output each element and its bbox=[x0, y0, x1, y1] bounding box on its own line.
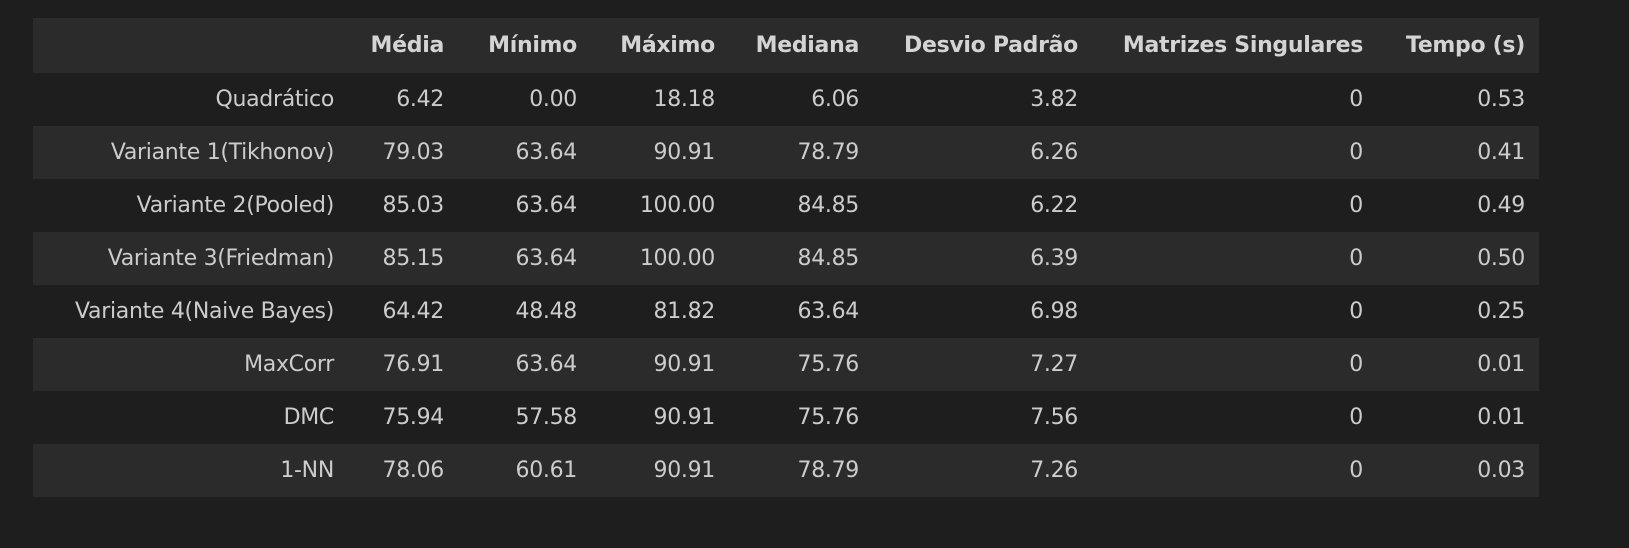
table-cell: 0.53 bbox=[1477, 87, 1525, 112]
table-row: Variante 2(Pooled) 85.03 63.64 100.00 84.85 6… bbox=[33, 179, 1539, 232]
table-cell: 0 bbox=[1349, 458, 1363, 483]
table-cell: 0.01 bbox=[1477, 352, 1525, 377]
table-row: Variante 3(Friedman) 85.15 63.64 100.00 84.8… bbox=[33, 232, 1539, 285]
column-header: Tempo (s) bbox=[1406, 33, 1525, 58]
table-cell: 63.64 bbox=[797, 299, 860, 324]
table-cell: 0.00 bbox=[529, 87, 577, 112]
table-row: Variante 1(Tikhonov) 79.03 63.64 90.91 78.79… bbox=[33, 126, 1539, 179]
table-cell: 100.00 bbox=[639, 193, 715, 218]
row-label: MaxCorr bbox=[244, 352, 334, 377]
table-cell: 78.79 bbox=[797, 140, 860, 165]
table-cell: 0.41 bbox=[1477, 140, 1525, 165]
table-row: 1-NN 78.06 60.61 90.91 78.79 7.26 0 0.03 bbox=[33, 444, 1539, 497]
table-cell: 90.91 bbox=[653, 352, 716, 377]
table-cell: 75.94 bbox=[382, 405, 445, 430]
table-cell: 0 bbox=[1349, 193, 1363, 218]
column-header: Mínimo bbox=[488, 33, 577, 58]
row-label: Variante 2(Pooled) bbox=[136, 193, 335, 218]
table-cell: 6.39 bbox=[1030, 246, 1078, 271]
row-label: Variante 1(Tikhonov) bbox=[110, 140, 334, 165]
table-cell: 6.06 bbox=[811, 87, 859, 112]
table-row: Variante 4(Naive Bayes) 64.42 48.48 81.82 63… bbox=[33, 285, 1539, 338]
column-header: Média bbox=[370, 33, 445, 58]
table-cell: 7.56 bbox=[1030, 405, 1078, 430]
table-cell: 0 bbox=[1349, 87, 1363, 112]
table-cell: 3.82 bbox=[1030, 87, 1078, 112]
column-header: Máximo bbox=[620, 33, 715, 58]
table-cell: 6.22 bbox=[1030, 193, 1078, 218]
header-row: Média Mínimo Máximo Mediana Desvio Padrão Mat… bbox=[33, 18, 1539, 73]
table-cell: 6.42 bbox=[396, 87, 444, 112]
table-cell: 76.91 bbox=[382, 352, 445, 377]
row-label: Variante 4(Naive Bayes) bbox=[74, 299, 334, 324]
table-cell: 57.58 bbox=[515, 405, 578, 430]
table-cell: 85.15 bbox=[382, 246, 445, 271]
table-cell: 0.49 bbox=[1477, 193, 1525, 218]
table-cell: 75.76 bbox=[797, 405, 860, 430]
table-cell: 63.64 bbox=[515, 140, 578, 165]
results-table: Média Mínimo Máximo Mediana Desvio Padrão Mat… bbox=[33, 18, 1539, 497]
table-cell: 18.18 bbox=[653, 87, 716, 112]
table-cell: 85.03 bbox=[382, 193, 445, 218]
table-cell: 78.79 bbox=[797, 458, 860, 483]
table-cell: 7.26 bbox=[1030, 458, 1078, 483]
table-cell: 78.06 bbox=[382, 458, 445, 483]
table-cell: 6.98 bbox=[1030, 299, 1078, 324]
table-row: Quadrático 6.42 0.00 18.18 6.06 3.82 0 0.53 bbox=[33, 73, 1539, 126]
table-cell: 63.64 bbox=[515, 193, 578, 218]
table-cell: 0 bbox=[1349, 246, 1363, 271]
table-cell: 0 bbox=[1349, 405, 1363, 430]
table-cell: 6.26 bbox=[1030, 140, 1078, 165]
table-cell: 63.64 bbox=[515, 246, 578, 271]
column-header: Matrizes Singulares bbox=[1122, 33, 1363, 58]
table-cell: 0 bbox=[1349, 140, 1363, 165]
row-label: 1-NN bbox=[280, 458, 334, 483]
results-table-container: Média Mínimo Máximo Mediana Desvio Padrão Mat… bbox=[33, 18, 1539, 497]
table-cell: 0.03 bbox=[1477, 458, 1525, 483]
table-row: DMC 75.94 57.58 90.91 75.76 7.56 0 0.01 bbox=[33, 391, 1539, 444]
table-cell: 100.00 bbox=[639, 246, 715, 271]
index-column-header bbox=[33, 18, 348, 73]
table-body: Quadrático 6.42 0.00 18.18 6.06 3.82 0 0.53 Vari… bbox=[33, 73, 1539, 497]
column-header: Mediana bbox=[755, 33, 860, 58]
row-label: Variante 3(Friedman) bbox=[107, 246, 335, 271]
table-cell: 0 bbox=[1349, 299, 1363, 324]
table-cell: 63.64 bbox=[515, 352, 578, 377]
table-cell: 75.76 bbox=[797, 352, 860, 377]
table-cell: 64.42 bbox=[382, 299, 445, 324]
table-cell: 90.91 bbox=[653, 458, 716, 483]
table-cell: 84.85 bbox=[797, 246, 860, 271]
column-header: Desvio Padrão bbox=[904, 33, 1078, 58]
table-cell: 84.85 bbox=[797, 193, 860, 218]
table-cell: 60.61 bbox=[515, 458, 578, 483]
table-header: Média Mínimo Máximo Mediana Desvio Padrão Mat… bbox=[33, 18, 1539, 73]
table-cell: 90.91 bbox=[653, 405, 716, 430]
row-label: DMC bbox=[283, 405, 335, 430]
table-cell: 0.01 bbox=[1477, 405, 1525, 430]
table-cell: 79.03 bbox=[382, 140, 445, 165]
table-cell: 48.48 bbox=[515, 299, 578, 324]
table-cell: 90.91 bbox=[653, 140, 716, 165]
table-cell: 7.27 bbox=[1030, 352, 1078, 377]
row-label: Quadrático bbox=[215, 87, 334, 112]
table-cell: 0.50 bbox=[1477, 246, 1525, 271]
table-cell: 0 bbox=[1349, 352, 1363, 377]
table-cell: 0.25 bbox=[1477, 299, 1525, 324]
table-cell: 81.82 bbox=[653, 299, 716, 324]
table-row: MaxCorr 76.91 63.64 90.91 75.76 7.27 0 0.01 bbox=[33, 338, 1539, 391]
